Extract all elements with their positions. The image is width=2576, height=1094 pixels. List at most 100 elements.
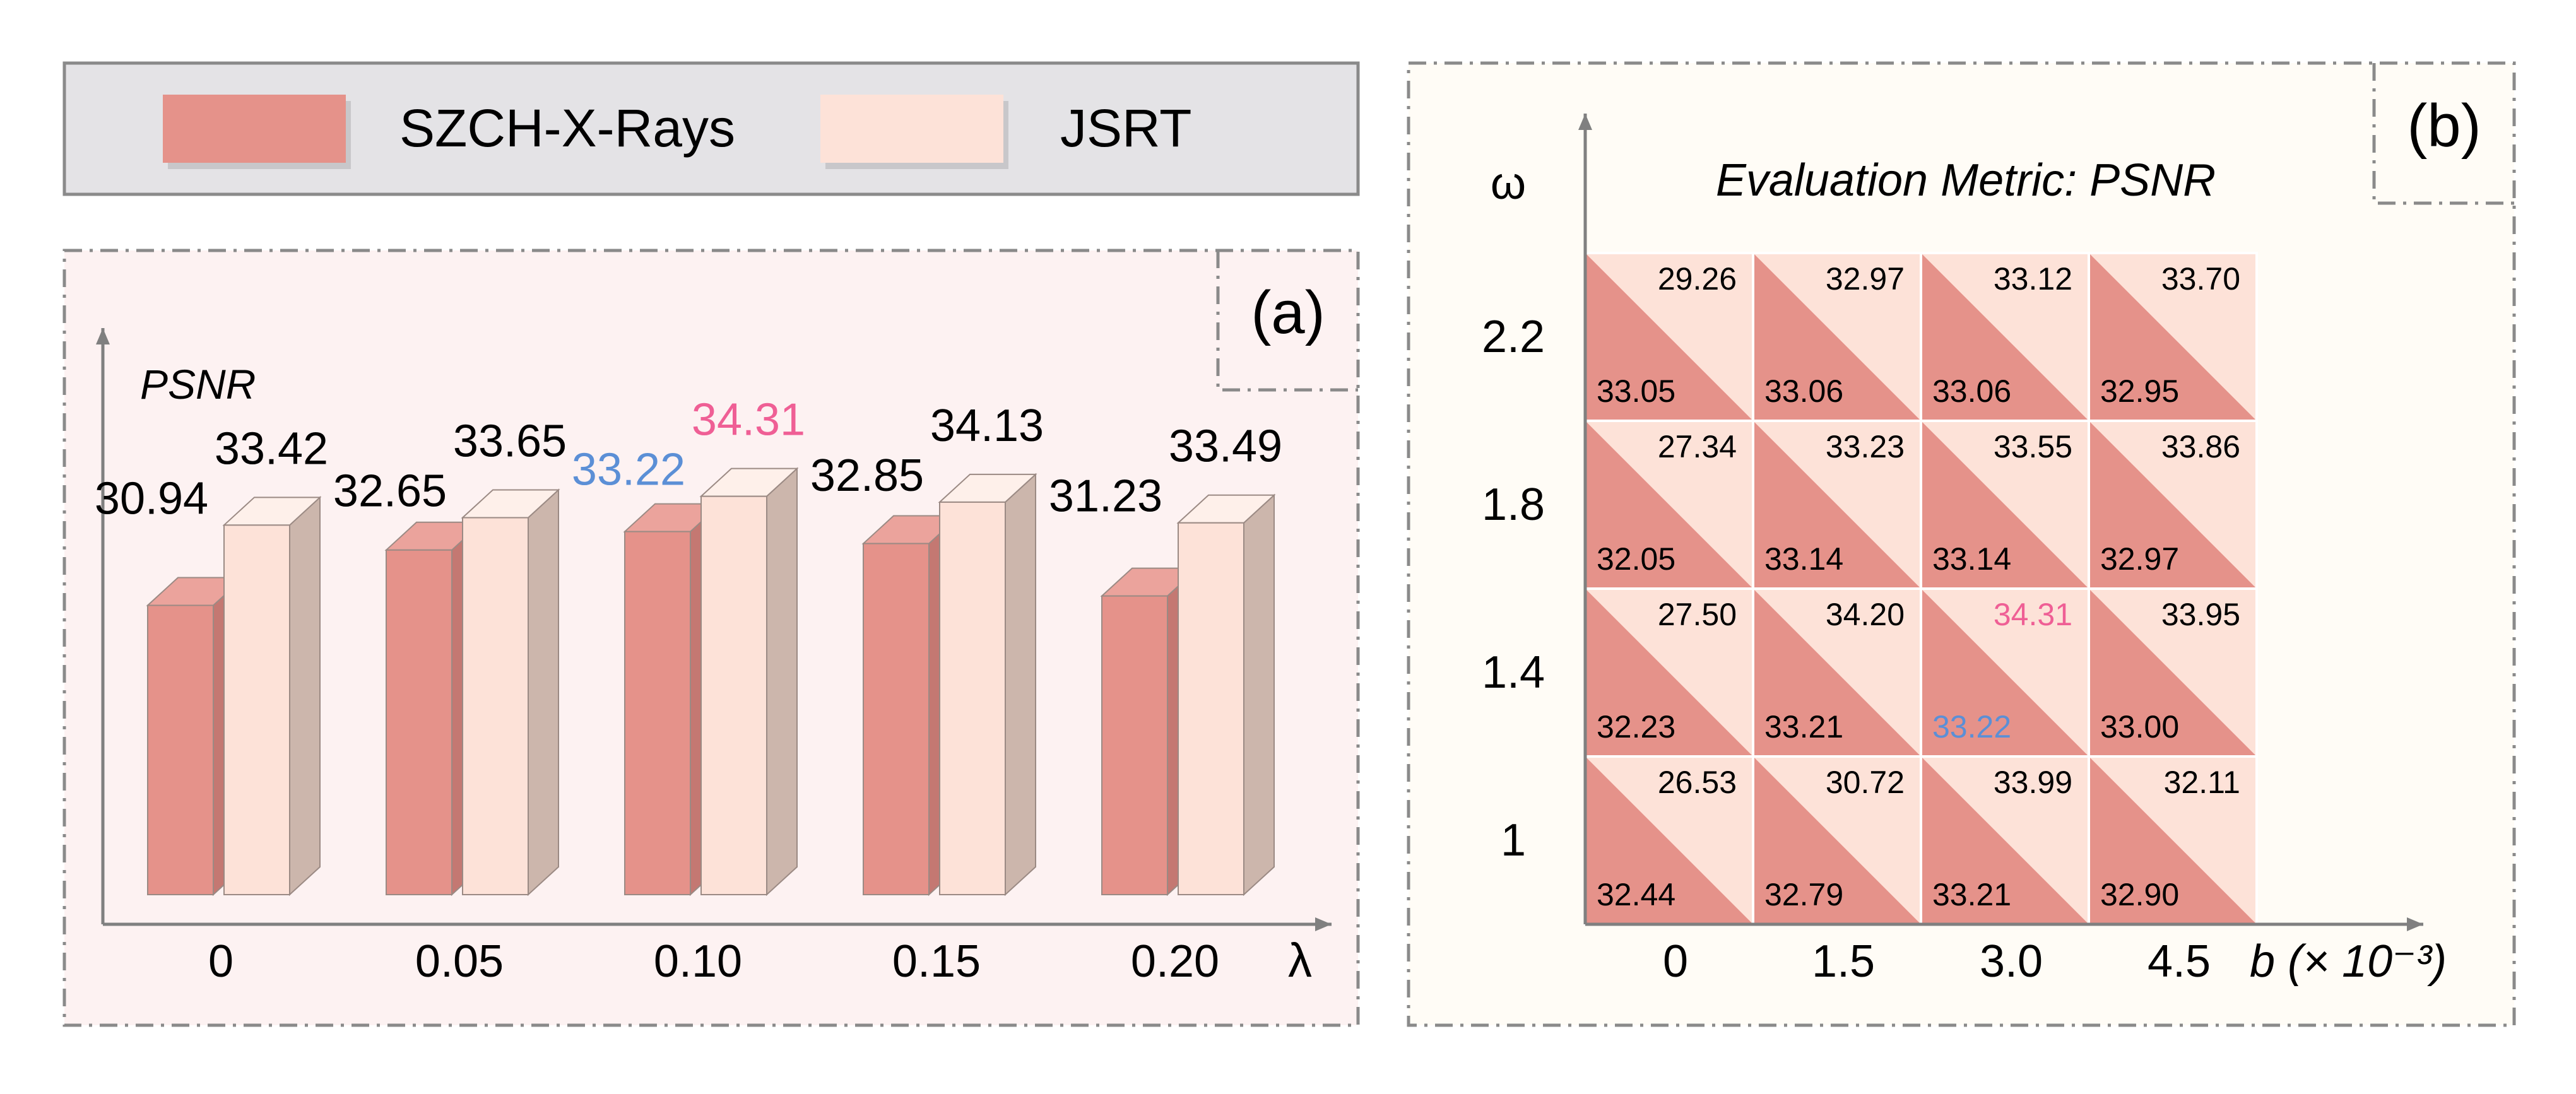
cell-value-jsrt: 34.20 [1826, 597, 1905, 632]
grid-cell: 34.31 33.22 [1920, 587, 2090, 758]
grid-cell: 27.50 32.23 [1584, 587, 1754, 758]
cell-szch [1585, 421, 1753, 589]
cell-value-jsrt: 27.34 [1658, 429, 1737, 464]
cell-szch [1585, 253, 1753, 421]
x-tick-label: 1.5 [1812, 936, 1875, 987]
cell-value-szch: 32.90 [2100, 877, 2179, 912]
cell-value-jsrt: 29.26 [1658, 261, 1737, 297]
legend-label: JSRT [1060, 98, 1191, 158]
y-tick-label: 1.4 [1482, 647, 1545, 698]
bar-value-label-jsrt: 34.13 [930, 401, 1044, 451]
grid-cell: 30.72 32.79 [1752, 755, 1922, 926]
panel-a-tag: (a) [1251, 279, 1325, 346]
cell-value-jsrt: 32.97 [1826, 261, 1905, 297]
grid-cell: 29.26 33.05 [1584, 252, 1754, 422]
grid-cell: 27.34 32.05 [1584, 420, 1754, 590]
cell-value-szch: 33.00 [2100, 709, 2179, 744]
grid-cell: 33.70 32.95 [2088, 252, 2258, 422]
bar-jsrt [222, 496, 322, 897]
cell-value-jsrt: 33.12 [1994, 261, 2072, 297]
x-tick-label: 0.10 [654, 936, 742, 987]
cell-value-jsrt: 26.53 [1658, 765, 1737, 800]
cell-szch [2089, 589, 2257, 756]
cell-szch [2089, 756, 2257, 924]
chart-a-y-axis [96, 328, 110, 924]
legend-label: SZCH-X-Rays [399, 98, 735, 158]
cell-value-szch: 32.44 [1597, 877, 1675, 912]
bar-value-label-jsrt: 34.31 [692, 395, 805, 445]
cell-value-jsrt: 33.95 [2161, 597, 2240, 632]
panel-b: (b) 29.2633.0532.9733.0633.1233.0633.703… [1407, 61, 2516, 1027]
x-tick-label: 4.5 [2148, 936, 2211, 987]
x-tick-label: 0.05 [415, 936, 504, 987]
grid-cell: 32.11 32.90 [2088, 755, 2258, 926]
panel-b-tag-frame [2372, 63, 2514, 205]
chart-b-x-axis [1585, 917, 2423, 931]
cell-value-szch: 33.14 [1764, 541, 1843, 577]
cell-szch [1585, 756, 1753, 924]
chart-b-title: Evaluation Metric: PSNR [1716, 155, 2216, 206]
y-tick-label: 1.8 [1482, 479, 1545, 530]
bar-value-label-szch: 33.22 [572, 445, 685, 495]
legend-item-2: JSRT [820, 95, 1191, 169]
cell-value-szch: 33.06 [1764, 373, 1843, 409]
grid-cell: 33.95 33.00 [2088, 587, 2258, 758]
cell-value-szch: 32.79 [1764, 877, 1843, 912]
chart-b: 29.26 33.05 32.97 33.06 33.12 33.06 33.70 32.95… [1482, 114, 2447, 987]
x-tick-label: 0 [208, 936, 233, 987]
grid-cell: 32.97 33.06 [1752, 252, 1922, 422]
chart-a-ylabel: PSNR [140, 361, 256, 408]
bar-jsrt [938, 473, 1037, 897]
cell-value-jsrt: 34.31 [1994, 597, 2072, 632]
cell-szch [2089, 421, 2257, 589]
bar-value-label-szch: 30.94 [95, 473, 208, 524]
cell-szch [1921, 253, 2089, 421]
panel-a: (a) PSNRλ30.9433.42032.6533.650.0533.223… [62, 249, 1360, 1027]
cell-value-jsrt: 33.70 [2161, 261, 2240, 297]
grid-cell: 26.53 32.44 [1584, 755, 1754, 926]
grid-cell: 34.20 33.21 [1752, 587, 1922, 758]
cell-value-szch: 33.05 [1597, 373, 1675, 409]
cell-value-szch: 32.97 [2100, 541, 2179, 577]
cell-szch [2089, 253, 2257, 421]
grid-cell: 33.12 33.06 [1920, 252, 2090, 422]
cell-value-jsrt: 33.99 [1994, 765, 2072, 800]
cell-value-jsrt: 30.72 [1826, 765, 1905, 800]
chart-a-xlabel: λ [1288, 934, 1312, 987]
legend: SZCH-X-Rays JSRT [62, 61, 1360, 196]
cell-value-szch: 32.23 [1597, 709, 1675, 744]
cell-value-jsrt: 27.50 [1658, 597, 1737, 632]
cell-szch [1921, 421, 2089, 589]
cell-szch [1921, 589, 2089, 756]
x-tick-label: 0.15 [892, 936, 981, 987]
bar-jsrt [461, 488, 560, 897]
bar-value-label-jsrt: 33.49 [1169, 421, 1282, 472]
cell-value-szch: 32.95 [2100, 373, 2179, 409]
bar-value-label-jsrt: 33.42 [215, 423, 328, 474]
cell-szch [1753, 253, 1921, 421]
grid-cell: 33.23 33.14 [1752, 420, 1922, 590]
cell-value-szch: 33.22 [1932, 709, 2011, 744]
panel-a-tag-frame [1216, 250, 1358, 392]
legend-items: SZCH-X-Rays JSRT [163, 95, 1191, 169]
bar-jsrt [1176, 493, 1276, 897]
cell-value-jsrt: 33.23 [1826, 429, 1905, 464]
y-tick-label: 1 [1501, 815, 1526, 866]
bar-value-label-szch: 31.23 [1049, 471, 1162, 522]
x-tick-label: 0 [1663, 936, 1688, 987]
bar-jsrt [699, 467, 799, 897]
chart-b-y-axis [1578, 114, 1592, 924]
x-tick-label: 0.20 [1131, 936, 1219, 987]
legend-swatch [163, 95, 346, 163]
y-tick-label: 2.2 [1482, 312, 1545, 362]
legend-swatch [820, 95, 1003, 163]
cell-value-szch: 33.21 [1764, 709, 1843, 744]
cell-value-szch: 33.14 [1932, 541, 2011, 577]
bar-value-label-jsrt: 33.65 [453, 416, 567, 467]
